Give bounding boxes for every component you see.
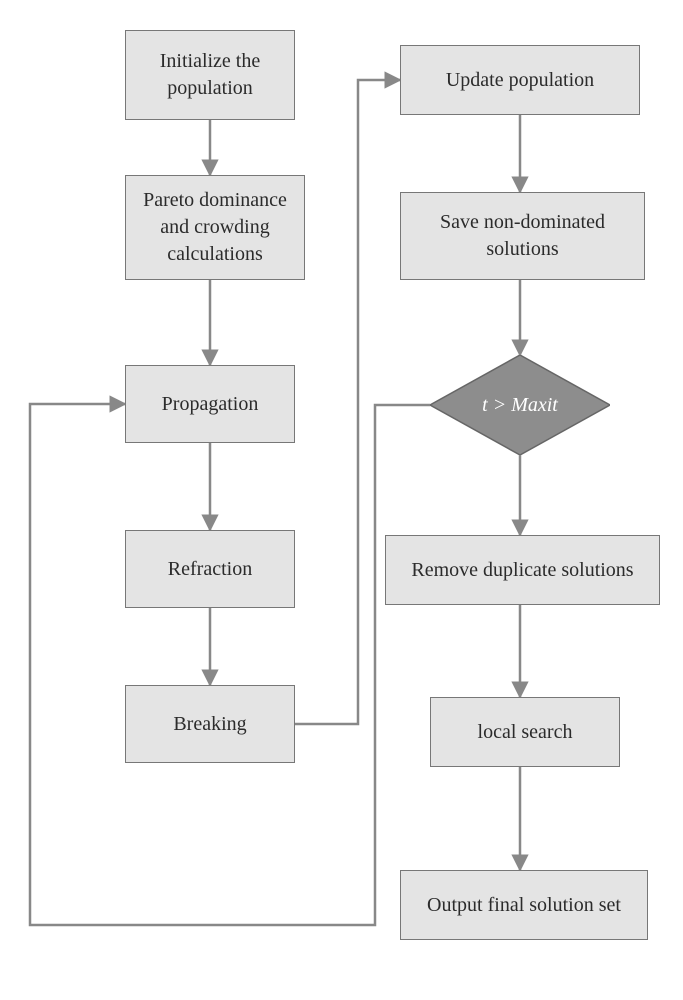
node-label: Breaking [173,711,246,738]
node-label: t > Maxit [482,394,558,417]
node-label: Remove duplicate solutions [411,557,633,584]
flowchart-canvas: Initialize the population Pareto dominan… [0,0,683,1000]
node-label: Update population [446,67,594,94]
node-breaking: Breaking [125,685,295,763]
edge [295,80,400,724]
node-label: Initialize the population [136,48,284,102]
node-save: Save non-dominated solutions [400,192,645,280]
node-label: Save non-dominated solutions [411,209,634,263]
node-label: Propagation [162,391,259,418]
node-label: local search [478,719,573,746]
node-update: Update population [400,45,640,115]
node-initialize: Initialize the population [125,30,295,120]
node-pareto: Pareto dominance and crowding calculatio… [125,175,305,280]
edges-layer [0,0,683,1000]
node-label: Refraction [168,556,252,583]
node-remove: Remove duplicate solutions [385,535,660,605]
node-label: Output final solution set [427,892,621,919]
node-propagation: Propagation [125,365,295,443]
node-decision: t > Maxit [430,355,610,455]
node-local: local search [430,697,620,767]
node-output: Output final solution set [400,870,648,940]
node-refraction: Refraction [125,530,295,608]
node-label: Pareto dominance and crowding calculatio… [136,187,294,268]
edge [30,404,430,925]
